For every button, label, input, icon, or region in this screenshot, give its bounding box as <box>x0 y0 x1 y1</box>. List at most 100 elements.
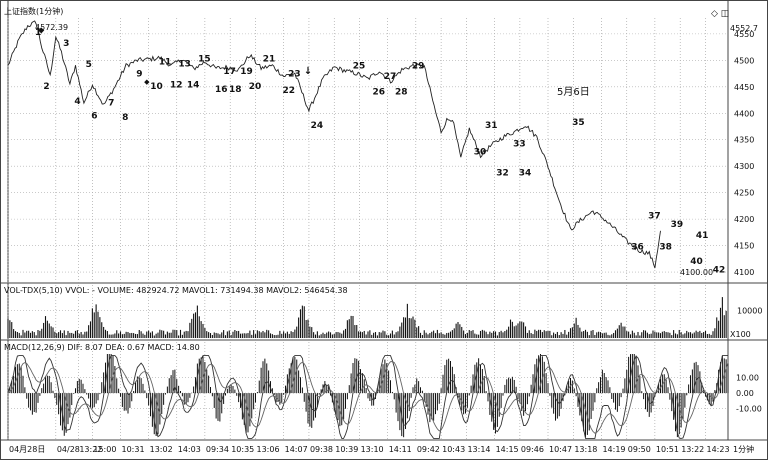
x-tick-label: 10:43 <box>442 445 465 454</box>
price-title: 上证指数(1分钟) <box>4 6 63 16</box>
macd-tick-label: -10.00 <box>736 405 762 414</box>
wave-label-4: 4 <box>74 97 80 107</box>
macd-dea-line <box>7 361 729 434</box>
price-tick-label: 4250 <box>734 189 754 198</box>
price-tick-label: 4400 <box>734 109 754 118</box>
x-tick-label: 14:07 <box>285 445 308 454</box>
window-icons: ◇ ◫ <box>711 9 729 19</box>
wave-label-10: 10 <box>150 82 163 92</box>
macd-tick-label: 0.00 <box>736 389 754 398</box>
x-tick-label: 09:50 <box>628 445 651 454</box>
wave-label-20: 20 <box>249 82 262 92</box>
wave-label-23: 23 <box>288 70 301 80</box>
wave-label-33: 33 <box>513 139 526 149</box>
price-tick-label: 4100 <box>734 268 754 277</box>
macd-dif-line <box>7 355 728 439</box>
arrow-marker: ◆ <box>38 25 45 34</box>
x-tick-label: 13:06 <box>257 445 280 454</box>
wave-label-14: 14 <box>187 81 200 91</box>
low-annotation: 4100.00 <box>680 268 713 277</box>
x-tick-label: 14:11 <box>389 445 412 454</box>
x-tick-label: 04/28 <box>57 445 80 454</box>
x-tick-label: 09:34 <box>206 445 229 454</box>
wave-label-35: 35 <box>572 118 585 128</box>
date-annotation: 5月6日 <box>557 86 590 98</box>
wave-label-11: 11 <box>159 57 172 67</box>
x-tick-label: 09:38 <box>310 445 333 454</box>
wave-label-5: 5 <box>86 60 92 70</box>
wave-label-21: 21 <box>263 55 276 65</box>
x-tick-label: 10:51 <box>656 445 679 454</box>
wave-label-37: 37 <box>648 211 661 221</box>
x-tick-label: 13:22 <box>681 445 704 454</box>
price-tick-label: 4500 <box>734 56 754 65</box>
x-tick-label: 14:15 <box>496 445 519 454</box>
wave-label-18: 18 <box>229 85 242 95</box>
wave-label-30: 30 <box>474 147 487 157</box>
wave-label-9: 9 <box>136 70 142 80</box>
price-tick-label: 4150 <box>734 242 754 251</box>
x-tick-label: 10:35 <box>231 445 254 454</box>
wave-label-24: 24 <box>311 121 324 131</box>
price-tick-label: 4550 <box>734 30 754 39</box>
x-tick-label: 13:10 <box>361 445 384 454</box>
marker-icon: ◆ <box>144 78 150 86</box>
down-arrow-icon: ↓ <box>304 66 312 77</box>
wave-label-25: 25 <box>353 62 366 72</box>
wave-label-12: 12 <box>170 81 183 91</box>
wave-label-15: 15 <box>198 55 211 65</box>
price-tick-label: 4300 <box>734 162 754 171</box>
wave-label-7: 7 <box>108 99 114 109</box>
wave-label-32: 32 <box>496 168 509 178</box>
wave-label-17: 17 <box>223 67 236 77</box>
wave-label-1: 1 <box>35 28 41 38</box>
wave-label-27: 27 <box>384 72 397 82</box>
wave-label-40: 40 <box>690 257 703 267</box>
price-line <box>7 20 661 269</box>
high-annotation: 4572.39 <box>35 23 68 32</box>
wave-label-13: 13 <box>178 59 191 69</box>
x-tick-label: 13:22 <box>79 445 102 454</box>
x-tick-label: 14:23 <box>707 445 730 454</box>
price-tick-label: 4350 <box>734 136 754 145</box>
volume-tick-label: 10000 <box>737 307 762 316</box>
wave-label-16: 16 <box>215 85 228 95</box>
x-tick-label: 10:39 <box>335 445 358 454</box>
x-tick-label: 13:02 <box>150 445 173 454</box>
wave-label-36: 36 <box>631 243 644 253</box>
wave-label-29: 29 <box>412 62 425 72</box>
x-tick-label: 04月28日 <box>9 445 45 454</box>
x-tick-label: 14:19 <box>602 445 625 454</box>
macd-title: MACD(12,26,9) DIF: 8.07 DEA: 0.67 MACD: … <box>4 343 200 352</box>
price-tick-label: 4200 <box>734 215 754 224</box>
wave-label-39: 39 <box>671 220 684 230</box>
macd-tick-label: 10.00 <box>736 373 759 382</box>
wave-label-3: 3 <box>63 39 69 49</box>
wave-label-42: 42 <box>713 265 726 275</box>
wave-label-22: 22 <box>282 86 295 96</box>
top-right-value: 4552.7 <box>730 24 758 33</box>
wave-label-41: 41 <box>696 231 709 241</box>
x-tick-label: 09:42 <box>417 445 440 454</box>
x-tick-label: 14:03 <box>178 445 201 454</box>
wave-label-6: 6 <box>91 111 97 121</box>
volume-unit-label: X100 <box>730 330 751 339</box>
wave-label-31: 31 <box>485 121 498 131</box>
wave-label-8: 8 <box>122 113 128 123</box>
x-tick-label: 13:14 <box>467 445 490 454</box>
x-tick-label: 10:31 <box>122 445 145 454</box>
x-tick-label: 09:46 <box>521 445 544 454</box>
period-label: 1分钟 <box>733 444 754 454</box>
wave-label-38: 38 <box>659 243 672 253</box>
x-tick-label: 13:18 <box>574 445 597 454</box>
wave-label-28: 28 <box>395 88 408 98</box>
x-tick-label: 10:47 <box>549 445 572 454</box>
wave-label-34: 34 <box>519 168 532 178</box>
wave-label-2: 2 <box>43 82 49 92</box>
x-tick-label: 15:00 <box>93 445 116 454</box>
volume-title: VOL-TDX(5,10) VVOL: - VOLUME: 482924.72 … <box>4 286 348 295</box>
wave-label-26: 26 <box>372 88 385 98</box>
wave-label-19: 19 <box>240 67 253 77</box>
